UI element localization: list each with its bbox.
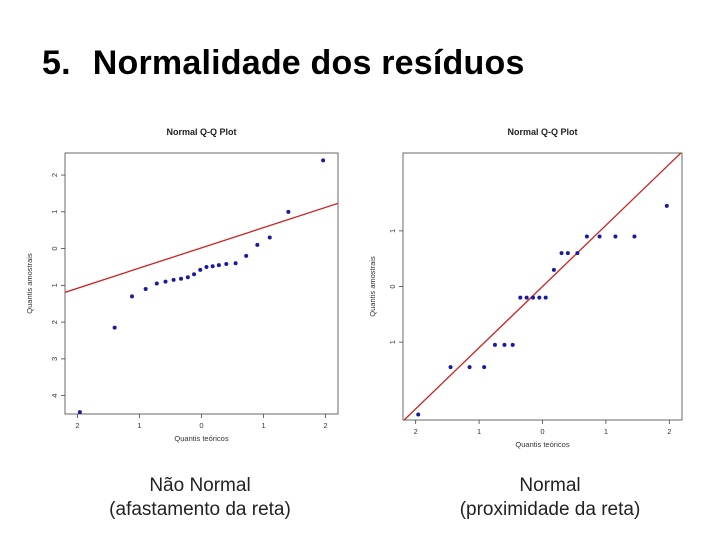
- y-tick-label: 1: [50, 210, 59, 214]
- data-point: [171, 277, 176, 282]
- data-point: [255, 242, 260, 247]
- caption-left-line2: (afastamento da reta): [109, 499, 291, 520]
- data-point: [448, 365, 453, 370]
- data-point: [77, 410, 82, 415]
- data-point: [286, 209, 291, 214]
- data-point: [565, 251, 570, 256]
- data-point: [216, 263, 221, 268]
- x-tick-label: 2: [667, 427, 671, 436]
- caption-right-line1: Normal: [519, 475, 581, 496]
- data-point: [492, 342, 497, 347]
- caption-left-line1: Não Normal: [149, 475, 251, 496]
- data-point: [559, 251, 564, 256]
- data-point: [224, 262, 229, 267]
- data-point: [543, 295, 548, 300]
- caption-non-normal: Não Normal (afastamento da reta): [40, 474, 360, 522]
- qq-plot-left-svg: Normal Q-Q Plot 2 1 0 1 2 4 3 2 1 0 1 2 Quantis teóri…: [25, 127, 339, 443]
- y-tick-label: 1: [50, 283, 59, 287]
- data-point: [185, 275, 190, 280]
- qq-plot-non-normal: Normal Q-Q Plot 2 1 0 1 2 4 3 2 1 0 1 2 Quantis teóri…: [20, 118, 340, 470]
- plot-title: Normal Q-Q Plot: [507, 127, 577, 137]
- y-tick-label: 4: [50, 394, 59, 398]
- data-point: [482, 365, 487, 370]
- data-point: [112, 325, 117, 330]
- data-point: [163, 279, 168, 284]
- x-tick-label: 1: [477, 427, 481, 436]
- data-point: [551, 267, 556, 272]
- data-point: [510, 342, 515, 347]
- data-point: [321, 158, 326, 163]
- slide-number: 5.: [42, 44, 71, 82]
- reference-line: [65, 202, 338, 293]
- data-point: [537, 295, 542, 300]
- x-tick-label: 0: [199, 421, 203, 430]
- x-tick-label: 0: [540, 427, 544, 436]
- x-tick-label: 2: [414, 427, 418, 436]
- data-point: [632, 234, 637, 239]
- slide-title: 5. Normalidade dos resíduos: [42, 44, 525, 83]
- data-point: [613, 234, 618, 239]
- data-point: [267, 235, 272, 240]
- x-tick-label: 1: [604, 427, 608, 436]
- caption-normal: Normal (proximidade da reta): [390, 474, 710, 522]
- data-point: [179, 276, 184, 281]
- data-point: [210, 264, 215, 269]
- plot-title: Normal Q-Q Plot: [166, 127, 236, 137]
- slide-title-text: Normalidade dos resíduos: [92, 44, 525, 82]
- reference-line: [403, 153, 682, 420]
- y-tick-label: 2: [50, 320, 59, 324]
- x-axis-label: Quantis teóricos: [515, 440, 569, 449]
- data-point: [416, 412, 421, 417]
- y-tick-label: 2: [50, 173, 59, 177]
- qq-plot-right-svg: Normal Q-Q Plot 2 1 0 1 2 1 0 1 Quantis teóricos Q…: [368, 127, 683, 449]
- x-tick-label: 2: [75, 421, 79, 430]
- data-point: [575, 251, 580, 256]
- qq-plot-normal: Normal Q-Q Plot 2 1 0 1 2 1 0 1 Quantis teóricos Q…: [356, 118, 694, 470]
- data-point: [198, 267, 203, 272]
- data-point: [192, 272, 197, 277]
- y-tick-label: 0: [50, 246, 59, 250]
- x-tick-label: 1: [137, 421, 141, 430]
- y-tick-label: 1: [388, 229, 397, 233]
- y-tick-label: 1: [388, 340, 397, 344]
- data-point: [154, 281, 159, 286]
- caption-right-line2: (proximidade da reta): [459, 499, 641, 520]
- plot-frame: [64, 152, 339, 415]
- y-axis-label: Quantis amostrais: [368, 256, 377, 317]
- x-tick-label: 1: [261, 421, 265, 430]
- data-point: [244, 253, 249, 258]
- y-axis-label: Quantis amostrais: [25, 253, 34, 314]
- data-point: [518, 295, 523, 300]
- y-tick-label: 3: [50, 357, 59, 361]
- data-point: [530, 295, 535, 300]
- x-tick-label: 2: [324, 421, 328, 430]
- data-point: [664, 203, 669, 208]
- data-point: [204, 264, 209, 269]
- data-point: [467, 365, 472, 370]
- data-point: [502, 342, 507, 347]
- data-point: [524, 295, 529, 300]
- y-tick-label: 0: [388, 284, 397, 288]
- x-axis-label: Quantis teóricos: [174, 434, 228, 443]
- data-point: [143, 287, 148, 292]
- data-point: [233, 261, 238, 266]
- data-point: [597, 234, 602, 239]
- data-point: [584, 234, 589, 239]
- data-point: [130, 294, 135, 299]
